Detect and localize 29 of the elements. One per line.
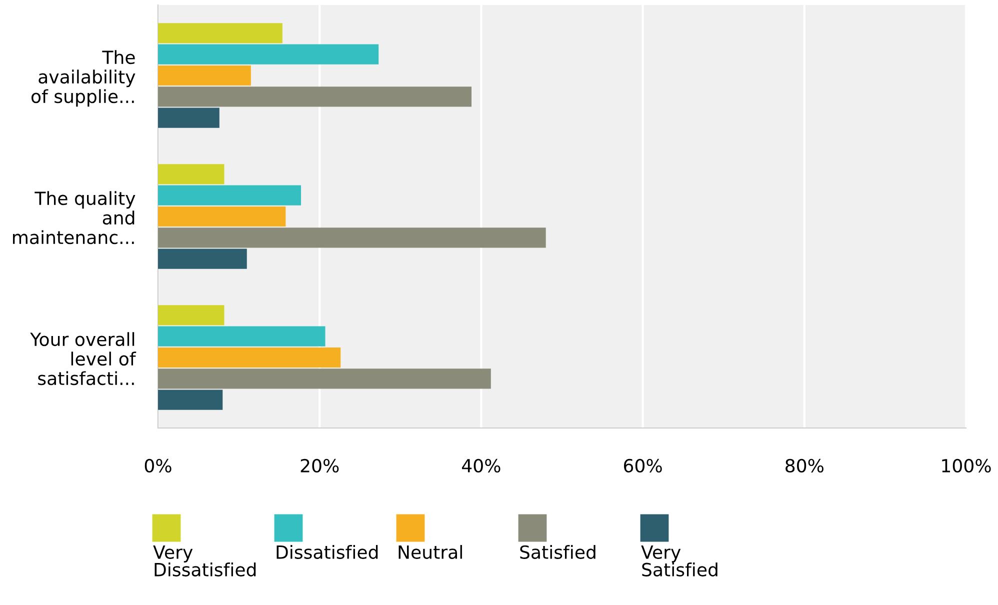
legend-label: Very Satisfied	[641, 546, 718, 576]
bar	[158, 185, 302, 206]
x-tick-label: 60%	[624, 458, 662, 473]
x-tick-label: 100%	[942, 458, 991, 473]
legend-label: Neutral	[398, 545, 462, 559]
legend-label: Very Dissatisfied	[153, 546, 256, 576]
bar	[158, 347, 341, 368]
bar	[158, 44, 379, 64]
bar	[158, 206, 286, 227]
bar	[158, 86, 472, 107]
x-tick-label: 20%	[300, 458, 339, 473]
bar	[158, 326, 326, 346]
bar	[158, 248, 247, 269]
x-tick-label: 0%	[144, 458, 172, 473]
x-tick-label: 40%	[462, 458, 500, 473]
bar	[158, 65, 251, 86]
bar	[158, 23, 282, 44]
bar	[158, 368, 491, 389]
bar	[158, 164, 224, 184]
bar	[158, 305, 224, 326]
bar	[158, 228, 546, 248]
y-tick-label: The quality and maintenanc...	[13, 191, 136, 244]
bar	[158, 390, 223, 410]
bar	[158, 108, 220, 128]
legend-label: Satisfied	[520, 545, 596, 559]
x-tick-label: 80%	[786, 458, 824, 473]
legend-label: Dissatisfied	[276, 545, 378, 559]
y-tick-label: The availability of supplie...	[32, 50, 136, 107]
y-tick-label: Your overall level of satisfacti...	[30, 332, 136, 386]
